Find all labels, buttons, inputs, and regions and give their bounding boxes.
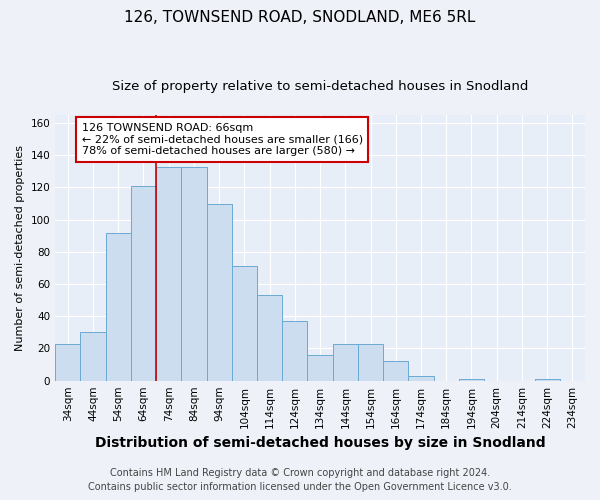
Text: 126 TOWNSEND ROAD: 66sqm
← 22% of semi-detached houses are smaller (166)
78% of : 126 TOWNSEND ROAD: 66sqm ← 22% of semi-d… [82, 123, 363, 156]
Bar [206, 204, 232, 380]
Y-axis label: Number of semi-detached properties: Number of semi-detached properties [15, 145, 25, 351]
Bar [459, 379, 484, 380]
Bar [131, 186, 156, 380]
Bar [156, 166, 181, 380]
Bar [332, 344, 358, 380]
Bar [358, 344, 383, 380]
Bar [409, 376, 434, 380]
Bar [106, 232, 131, 380]
Bar [307, 355, 332, 380]
Bar [80, 332, 106, 380]
Bar [181, 166, 206, 380]
Bar [282, 321, 307, 380]
Title: Size of property relative to semi-detached houses in Snodland: Size of property relative to semi-detach… [112, 80, 528, 93]
Bar [535, 379, 560, 380]
Bar [257, 296, 282, 380]
Bar [383, 362, 409, 380]
X-axis label: Distribution of semi-detached houses by size in Snodland: Distribution of semi-detached houses by … [95, 436, 545, 450]
Bar [55, 344, 80, 380]
Text: 126, TOWNSEND ROAD, SNODLAND, ME6 5RL: 126, TOWNSEND ROAD, SNODLAND, ME6 5RL [124, 10, 476, 25]
Bar [232, 266, 257, 380]
Text: Contains HM Land Registry data © Crown copyright and database right 2024.
Contai: Contains HM Land Registry data © Crown c… [88, 468, 512, 492]
